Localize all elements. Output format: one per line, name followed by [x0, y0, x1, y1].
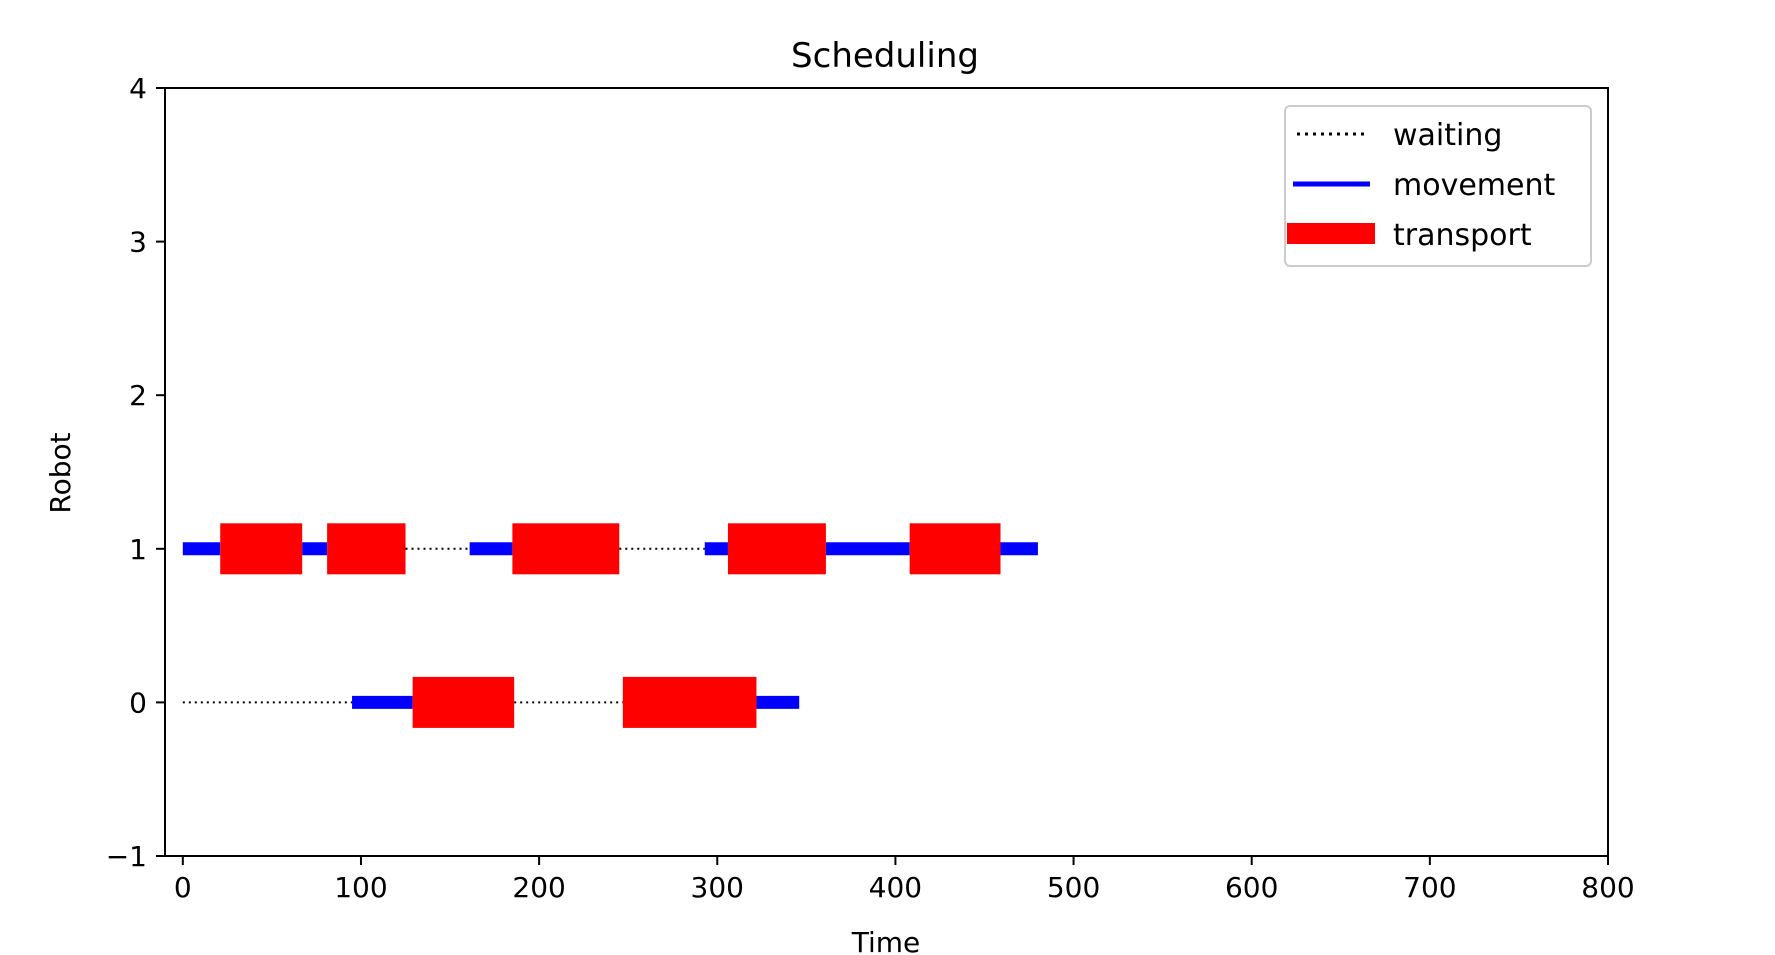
x-tick-label: 400	[869, 871, 922, 904]
y-tick-label: −1	[106, 840, 147, 873]
x-tick-label: 700	[1403, 871, 1456, 904]
transport-block-robot-1	[727, 523, 826, 575]
y-tick-label: 1	[129, 533, 147, 566]
x-axis-label: Time	[851, 926, 921, 955]
axes-frame	[164, 87, 1609, 857]
legend: waiting movement transport	[1284, 105, 1592, 267]
y-axis-label: Robot	[44, 432, 77, 513]
transport-block-robot-0	[622, 676, 757, 728]
x-tick-label: 100	[334, 871, 387, 904]
legend-waiting-label: waiting	[1393, 118, 1502, 153]
x-tick-label: 500	[1047, 871, 1100, 904]
y-tick-label: 4	[129, 72, 147, 105]
y-axis: −1 0 1 2 3 4	[106, 72, 165, 873]
x-tick-label: 800	[1581, 871, 1634, 904]
chart-title: Scheduling	[791, 36, 979, 76]
y-tick-label: 3	[129, 226, 147, 259]
plot-area	[182, 523, 1038, 728]
y-tick-label: 0	[129, 686, 147, 719]
legend-transport-swatch	[1287, 223, 1375, 244]
transport-block-robot-0	[412, 676, 515, 728]
transport-block-robot-1	[512, 523, 620, 575]
x-tick-label: 600	[1225, 871, 1278, 904]
legend-movement-label: movement	[1393, 168, 1555, 203]
x-axis: 0 100 200 300 400 500 600 700 800	[174, 856, 1635, 904]
transport-block-robot-1	[220, 523, 303, 575]
x-tick-label: 300	[691, 871, 744, 904]
transport-block-robot-1	[327, 523, 406, 575]
x-tick-label: 200	[512, 871, 565, 904]
x-tick-label: 0	[174, 871, 192, 904]
transport-block-robot-1	[909, 523, 1001, 575]
y-tick-label: 2	[129, 379, 147, 412]
legend-transport-label: transport	[1393, 218, 1532, 253]
